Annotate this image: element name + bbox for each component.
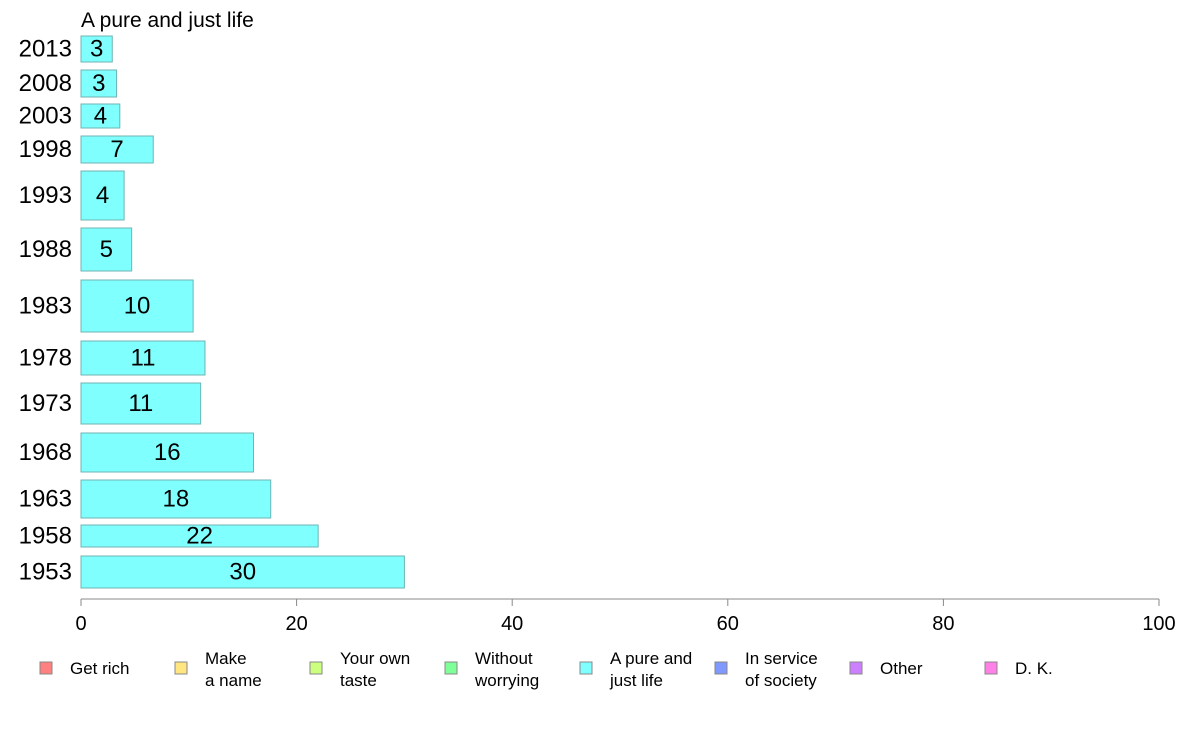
legend-swatch [714, 661, 728, 675]
legend-item: Make a name [174, 649, 262, 690]
bar-1983 [80, 279, 194, 333]
legend-label: a name [205, 671, 262, 690]
y-label-2008: 2008 [19, 70, 72, 97]
legend-label: In service [745, 649, 818, 668]
legend-item: A pure and just life [579, 649, 692, 690]
legend-item: Get rich [39, 659, 130, 678]
y-label-1998: 1998 [19, 136, 72, 163]
legend-item: Your own taste [309, 649, 410, 690]
y-label-1978: 1978 [19, 345, 72, 372]
legend-swatch [444, 661, 458, 675]
legend-label: Without [475, 649, 533, 668]
legend-item: In service of society [714, 649, 818, 690]
legend-item: Other [849, 659, 923, 678]
x-tick-label-40: 40 [501, 613, 523, 635]
bars-group [80, 35, 405, 589]
x-tick-label-60: 60 [717, 613, 739, 635]
value-label-1993: 4 [96, 182, 109, 209]
value-label-1988: 5 [100, 236, 113, 263]
y-label-1953: 1953 [19, 559, 72, 586]
x-axis-ticks: 0 20 40 60 80 100 [75, 599, 1176, 635]
legend-label: just life [609, 671, 663, 690]
bar-2008 [80, 69, 118, 98]
y-label-1973: 1973 [19, 390, 72, 417]
bar-1988 [80, 227, 133, 272]
bar-1958 [80, 524, 319, 548]
y-label-1958: 1958 [19, 523, 72, 550]
legend-label: A pure and [610, 649, 692, 668]
legend-label: Get rich [70, 659, 130, 678]
bar-1993 [80, 170, 125, 221]
legend-label: Your own [340, 649, 410, 668]
value-label-1968: 16 [154, 439, 181, 466]
y-label-2013: 2013 [19, 36, 72, 63]
legend-swatch [849, 661, 863, 675]
y-label-1983: 1983 [19, 293, 72, 320]
value-label-1953: 30 [229, 559, 256, 586]
legend-swatch [984, 661, 998, 675]
value-label-2008: 3 [92, 70, 105, 97]
y-label-1993: 1993 [19, 182, 72, 209]
legend-item: Without worrying [444, 649, 539, 690]
value-label-2013: 3 [90, 36, 103, 63]
legend-swatch [39, 661, 53, 675]
legend-swatch [579, 661, 593, 675]
bar-2013 [80, 35, 113, 63]
legend-label: worrying [474, 671, 539, 690]
value-label-1963: 18 [163, 486, 190, 513]
value-label-1998: 7 [110, 136, 123, 163]
legend-swatch [174, 661, 188, 675]
legend-label: Make [205, 649, 247, 668]
bar-1973 [80, 382, 202, 425]
bar-1978 [80, 340, 206, 376]
x-tick-label-80: 80 [932, 613, 954, 635]
bar-1953 [80, 555, 405, 589]
bar-1998 [80, 135, 154, 164]
value-label-1978: 11 [131, 345, 156, 372]
legend-label: D. K. [1015, 659, 1053, 678]
value-label-1973: 11 [128, 390, 153, 417]
y-label-2003: 2003 [19, 103, 72, 130]
y-label-1968: 1968 [19, 439, 72, 466]
y-axis-labels: 2013 2008 2003 1998 1993 1988 1983 1978 1973 1968… [19, 36, 72, 586]
legend-label: Other [880, 659, 923, 678]
bar-1963 [80, 479, 272, 519]
y-label-1963: 1963 [19, 486, 72, 513]
legend-label: of society [745, 671, 817, 690]
x-tick-label-20: 20 [285, 613, 307, 635]
value-label-1958: 22 [186, 523, 213, 550]
bar-1968 [80, 432, 254, 473]
legend-label: taste [340, 671, 377, 690]
legend: Get rich Make a name Your own taste Without wo… [39, 649, 1053, 690]
chart-title: A pure and just life [81, 9, 254, 32]
value-label-1983: 10 [124, 293, 151, 320]
value-label-2003: 4 [94, 103, 107, 130]
x-tick-label-100: 100 [1142, 613, 1175, 635]
legend-item: D. K. [984, 659, 1053, 678]
y-label-1988: 1988 [19, 236, 72, 263]
legend-swatch [309, 661, 323, 675]
bar-2003 [80, 103, 121, 129]
x-tick-label-0: 0 [75, 613, 86, 635]
